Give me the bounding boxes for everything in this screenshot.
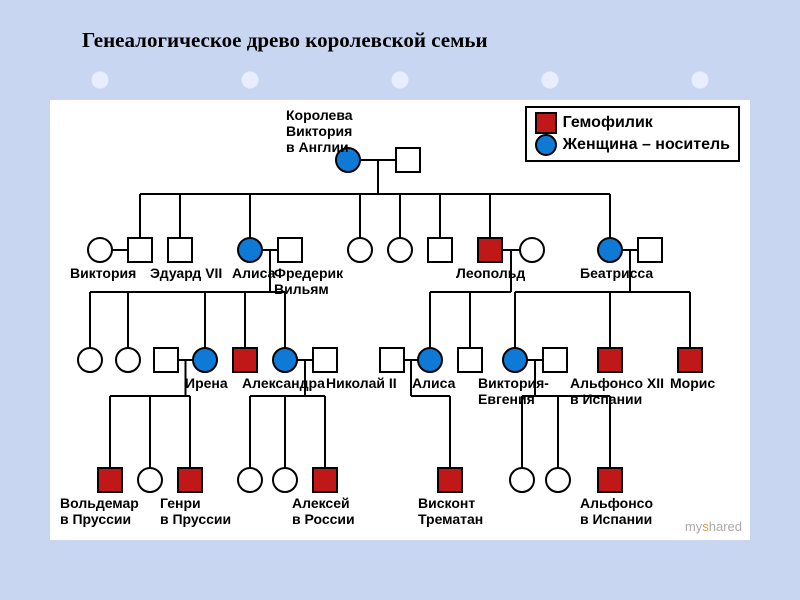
node-vic_eug: [503, 348, 527, 372]
node-g4d: [238, 468, 262, 492]
label-alfonso13: в Испании: [570, 391, 642, 407]
node-c2c: [428, 238, 452, 262]
node-vic_eug_sp: [543, 348, 567, 372]
label-leopold: Леопольд: [456, 265, 525, 281]
node-alexei: [313, 468, 337, 492]
label-vic_eug: Евгения: [478, 391, 535, 407]
label-waldemar: Вольдемар: [60, 495, 139, 511]
node-henry: [178, 468, 202, 492]
node-c2b: [388, 238, 412, 262]
node-beatrice: [598, 238, 622, 262]
label-maurice: Морис: [670, 375, 715, 391]
label-alice2: Алиса: [412, 375, 456, 391]
node-fredk: [278, 238, 302, 262]
label-edward: Эдуард VII: [150, 265, 222, 281]
label-alexei: в России: [292, 511, 355, 527]
node-g3e: [233, 348, 257, 372]
label-viscount: Трематан: [418, 511, 483, 527]
node-vic2: [128, 238, 152, 262]
node-edward: [168, 238, 192, 262]
node-g3a: [78, 348, 102, 372]
node-g3b: [116, 348, 140, 372]
node-alfonso: [598, 468, 622, 492]
node-g4e: [273, 468, 297, 492]
legend-square-icon: [535, 112, 557, 134]
node-leopold: [478, 238, 502, 262]
label-irene: Ирена: [185, 375, 228, 391]
node-irene: [193, 348, 217, 372]
legend: Гемофилик Женщина – носитель: [525, 106, 740, 162]
node-nicholas: [313, 348, 337, 372]
node-irene_sp: [154, 348, 178, 372]
label-waldemar: в Пруссии: [60, 511, 131, 527]
label-nicholas: Николай II: [326, 375, 397, 391]
node-g4h: [510, 468, 534, 492]
node-albert: [396, 148, 420, 172]
node-c2a: [348, 238, 372, 262]
label-henry: Генри: [160, 495, 201, 511]
pedigree-svg: КоролеваВикторияв АнглииВикторияЭдуард V…: [50, 100, 750, 540]
node-g4i: [546, 468, 570, 492]
label-victoria: в Англии: [286, 139, 349, 155]
node-viscount: [438, 468, 462, 492]
watermark: myshared: [685, 519, 742, 534]
node-leopold_sp: [520, 238, 544, 262]
label-alice: Алиса: [232, 265, 276, 281]
label-henry: в Пруссии: [160, 511, 231, 527]
node-maurice: [678, 348, 702, 372]
node-beatrice_sp: [638, 238, 662, 262]
label-fredk: Вильям: [274, 281, 329, 297]
node-alice2_sp: [380, 348, 404, 372]
node-alice: [238, 238, 262, 262]
legend-hemophilic: Гемофилик: [535, 112, 730, 134]
label-victoria: Виктория: [286, 123, 352, 139]
legend-carrier: Женщина – носитель: [535, 134, 730, 156]
label-fredk: Фредерик: [274, 265, 344, 281]
label-vic2: Виктория: [70, 265, 136, 281]
label-alfonso: в Испании: [580, 511, 652, 527]
legend-carrier-label: Женщина – носитель: [563, 136, 730, 154]
pedigree-chart: КоролеваВикторияв АнглииВикторияЭдуард V…: [50, 100, 750, 540]
node-alfonso13: [598, 348, 622, 372]
label-alexei: Алексей: [292, 495, 350, 511]
page-title: Генеалогическое древо королевской семьи: [82, 28, 488, 53]
node-g4b: [138, 468, 162, 492]
legend-circle-icon: [535, 134, 557, 156]
label-vic_eug: Виктория-: [478, 375, 549, 391]
node-vic2_sp: [88, 238, 112, 262]
label-alfonso: Альфонсо: [580, 495, 653, 511]
label-viscount: Висконт: [418, 495, 475, 511]
label-alfonso13: Альфонсо XII: [570, 375, 664, 391]
node-alice2: [418, 348, 442, 372]
node-waldemar: [98, 468, 122, 492]
node-alexandra: [273, 348, 297, 372]
label-victoria: Королева: [286, 107, 353, 123]
node-g3j: [458, 348, 482, 372]
legend-hemophilic-label: Гемофилик: [563, 114, 653, 132]
label-beatrice: Беатрисса: [580, 265, 653, 281]
label-alexandra: Александра: [242, 375, 325, 391]
